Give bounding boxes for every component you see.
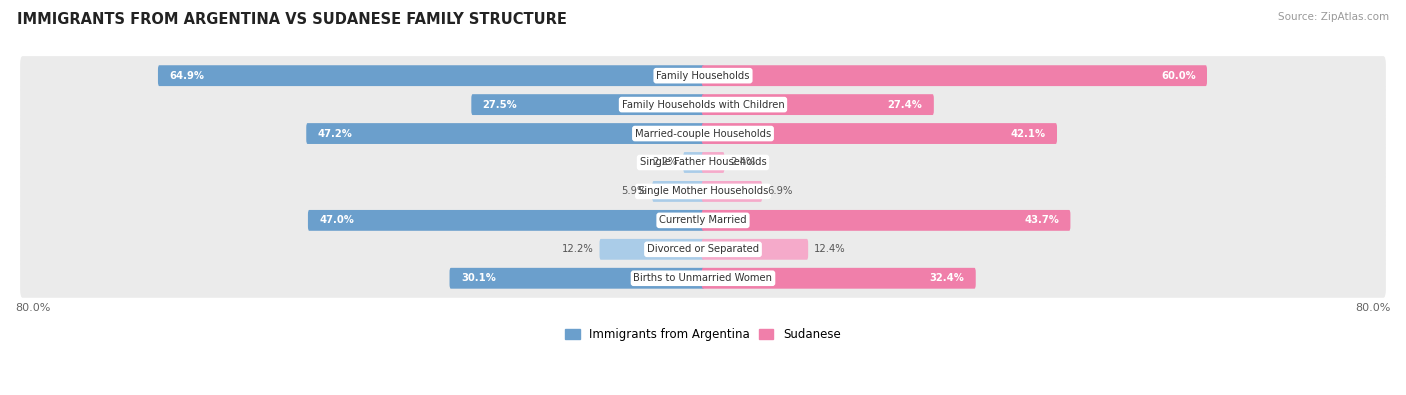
Text: 47.0%: 47.0%: [319, 215, 354, 226]
Text: IMMIGRANTS FROM ARGENTINA VS SUDANESE FAMILY STRUCTURE: IMMIGRANTS FROM ARGENTINA VS SUDANESE FA…: [17, 12, 567, 27]
Text: 43.7%: 43.7%: [1024, 215, 1059, 226]
Text: 5.9%: 5.9%: [621, 186, 647, 196]
FancyBboxPatch shape: [702, 268, 976, 289]
Text: Divorced or Separated: Divorced or Separated: [647, 245, 759, 254]
FancyBboxPatch shape: [20, 114, 1386, 153]
FancyBboxPatch shape: [702, 181, 762, 202]
Text: Source: ZipAtlas.com: Source: ZipAtlas.com: [1278, 12, 1389, 22]
FancyBboxPatch shape: [702, 210, 1070, 231]
FancyBboxPatch shape: [702, 239, 808, 260]
FancyBboxPatch shape: [702, 123, 1057, 144]
FancyBboxPatch shape: [20, 201, 1386, 240]
Text: Births to Unmarried Women: Births to Unmarried Women: [634, 273, 772, 283]
FancyBboxPatch shape: [307, 123, 704, 144]
Text: 60.0%: 60.0%: [1161, 71, 1195, 81]
Text: 12.4%: 12.4%: [814, 245, 845, 254]
FancyBboxPatch shape: [20, 230, 1386, 269]
Text: 42.1%: 42.1%: [1011, 128, 1046, 139]
Text: 47.2%: 47.2%: [318, 128, 353, 139]
FancyBboxPatch shape: [20, 259, 1386, 298]
FancyBboxPatch shape: [20, 56, 1386, 95]
FancyBboxPatch shape: [20, 85, 1386, 124]
FancyBboxPatch shape: [702, 65, 1206, 86]
Text: Single Mother Households: Single Mother Households: [638, 186, 768, 196]
Text: 27.5%: 27.5%: [482, 100, 517, 109]
Text: Family Households with Children: Family Households with Children: [621, 100, 785, 109]
Text: 27.4%: 27.4%: [887, 100, 922, 109]
Text: 2.2%: 2.2%: [652, 158, 678, 167]
FancyBboxPatch shape: [20, 143, 1386, 182]
FancyBboxPatch shape: [450, 268, 704, 289]
Text: 12.2%: 12.2%: [562, 245, 595, 254]
FancyBboxPatch shape: [702, 152, 724, 173]
Text: Family Households: Family Households: [657, 71, 749, 81]
Text: Married-couple Households: Married-couple Households: [636, 128, 770, 139]
Text: 2.4%: 2.4%: [730, 158, 755, 167]
Text: 30.1%: 30.1%: [461, 273, 496, 283]
Legend: Immigrants from Argentina, Sudanese: Immigrants from Argentina, Sudanese: [561, 323, 845, 346]
FancyBboxPatch shape: [683, 152, 704, 173]
FancyBboxPatch shape: [702, 94, 934, 115]
Text: 64.9%: 64.9%: [169, 71, 204, 81]
FancyBboxPatch shape: [20, 172, 1386, 211]
FancyBboxPatch shape: [157, 65, 704, 86]
Text: Currently Married: Currently Married: [659, 215, 747, 226]
FancyBboxPatch shape: [471, 94, 704, 115]
FancyBboxPatch shape: [308, 210, 704, 231]
Text: Single Father Households: Single Father Households: [640, 158, 766, 167]
Text: 32.4%: 32.4%: [929, 273, 965, 283]
FancyBboxPatch shape: [599, 239, 704, 260]
FancyBboxPatch shape: [652, 181, 704, 202]
Text: 6.9%: 6.9%: [768, 186, 793, 196]
